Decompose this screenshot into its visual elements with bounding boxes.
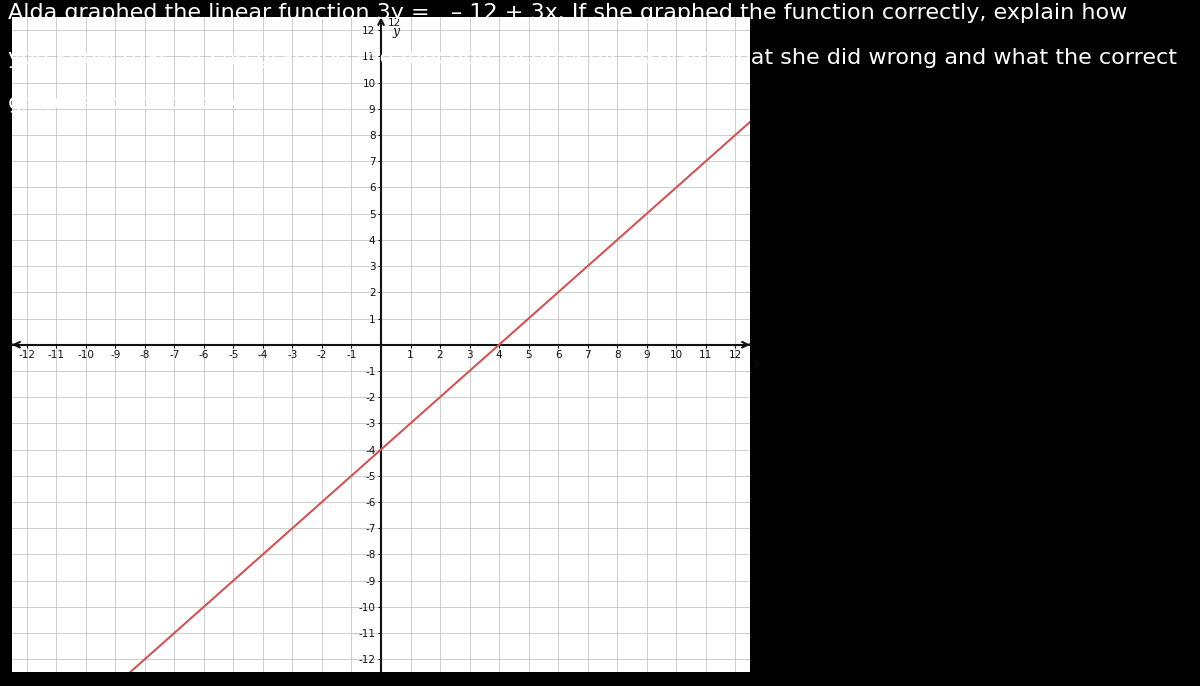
Text: Alda graphed the linear function 3y =   – 12 + 3x. If she graphed the function c: Alda graphed the linear function 3y = – …: [8, 3, 1128, 23]
Text: you know that.  If she graphed the function incorrectly, explain what she did wr: you know that. If she graphed the functi…: [8, 48, 1177, 68]
Text: y: y: [392, 25, 400, 38]
Text: graph should look like.: graph should look like.: [8, 93, 260, 113]
Text: 12: 12: [388, 18, 401, 27]
Text: x: x: [752, 357, 760, 370]
